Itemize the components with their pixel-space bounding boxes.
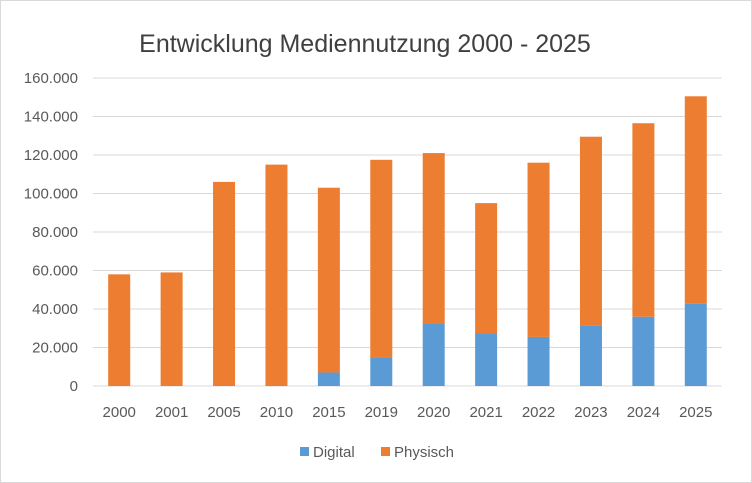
bar-physisch-2000 — [108, 274, 131, 386]
bar-physisch-2025 — [684, 96, 707, 304]
y-tick-label: 120.000 — [24, 147, 78, 164]
x-tick-label: 2019 — [365, 404, 398, 421]
legend-label-digital: Digital — [313, 444, 355, 461]
x-axis-ticks: 2000 2001 2005 2010 2015 2019 2020 2021 2022 2023… — [103, 404, 713, 421]
x-tick-label: 2024 — [627, 404, 660, 421]
bar-physisch-2021 — [475, 203, 498, 334]
bar-digital-2021 — [475, 333, 498, 386]
bar-digital-2025 — [684, 303, 707, 386]
x-tick-label: 2001 — [155, 404, 188, 421]
y-tick-label: 60.000 — [32, 263, 78, 280]
x-tick-label: 2010 — [260, 404, 293, 421]
x-tick-label: 2000 — [103, 404, 136, 421]
bar-physisch-2024 — [632, 123, 655, 317]
y-tick-label: 80.000 — [32, 224, 78, 241]
y-tick-label: 160.000 — [24, 70, 78, 87]
bar-physisch-2023 — [579, 136, 602, 326]
y-tick-label: 140.000 — [24, 109, 78, 126]
bar-physisch-2019 — [370, 159, 393, 358]
bar-digital-2023 — [579, 325, 602, 386]
bars — [108, 96, 707, 386]
y-tick-label: 0 — [70, 378, 78, 395]
y-tick-label: 20.000 — [32, 340, 78, 357]
chart-title: Entwicklung Mediennutzung 2000 - 2025 — [139, 30, 591, 58]
bar-physisch-2020 — [422, 153, 445, 324]
x-tick-label: 2025 — [679, 404, 712, 421]
bar-physisch-2005 — [213, 181, 236, 386]
bar-digital-2022 — [527, 336, 550, 386]
bar-physisch-2001 — [160, 272, 183, 386]
gridlines — [93, 77, 722, 387]
x-tick-label: 2005 — [207, 404, 240, 421]
bar-physisch-2022 — [527, 162, 550, 337]
y-tick-label: 40.000 — [32, 301, 78, 318]
legend-label-physisch: Physisch — [394, 444, 454, 461]
x-tick-label: 2023 — [574, 404, 607, 421]
x-tick-label: 2015 — [312, 404, 345, 421]
legend: Digital Physisch — [300, 444, 454, 461]
x-tick-label: 2022 — [522, 404, 555, 421]
y-tick-label: 100.000 — [24, 186, 78, 203]
bar-digital-2019 — [370, 357, 393, 386]
bar-physisch-2015 — [317, 187, 340, 373]
bar-physisch-2010 — [265, 164, 288, 386]
bar-digital-2024 — [632, 316, 655, 386]
bar-digital-2020 — [422, 323, 445, 386]
legend-swatch-physisch — [381, 447, 390, 456]
bar-digital-2015 — [317, 372, 340, 386]
x-tick-label: 2020 — [417, 404, 450, 421]
y-axis-ticks: 0 20.000 40.000 60.000 80.000 100.000 120.000 1… — [24, 70, 78, 395]
legend-swatch-digital — [300, 447, 309, 456]
x-tick-label: 2021 — [469, 404, 502, 421]
